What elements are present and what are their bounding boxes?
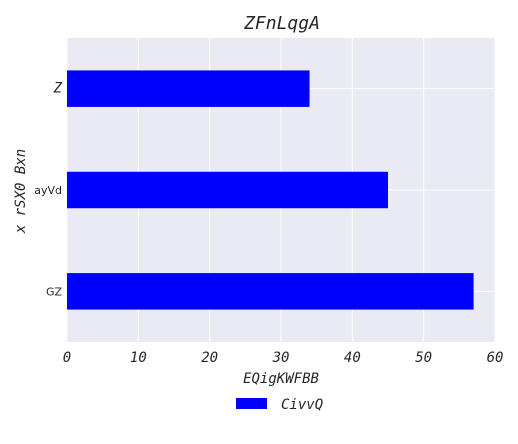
bar-GZ [67,273,474,310]
x-tick-label-3: 30 [272,350,290,366]
x-tick-label-5: 50 [415,350,432,366]
y-ticks: GZ ayVd Z [34,81,62,299]
x-ticks: 0 10 20 30 40 50 60 [63,350,504,366]
y-tick-label-0: GZ [46,285,63,298]
y-tick-label-2: Z [53,81,63,97]
legend: CivvQ [236,397,323,413]
x-tick-label-1: 10 [130,350,147,366]
legend-label: CivvQ [281,397,323,413]
x-tick-label-4: 40 [344,350,361,366]
x-tick-label-6: 60 [487,350,504,366]
x-axis-label: EQigKWFBB [243,371,319,387]
x-tick-label-0: 0 [63,350,71,366]
y-axis-label: x rSX0 Bxn [13,149,29,234]
bar-Z [67,70,310,107]
x-tick-label-2: 20 [201,350,218,366]
chart-title: ZFnLqgA [243,13,320,34]
bar-ayVd [67,171,388,209]
bars [67,70,474,310]
legend-swatch [236,398,267,409]
y-tick-label-1: ayVd [34,184,62,197]
